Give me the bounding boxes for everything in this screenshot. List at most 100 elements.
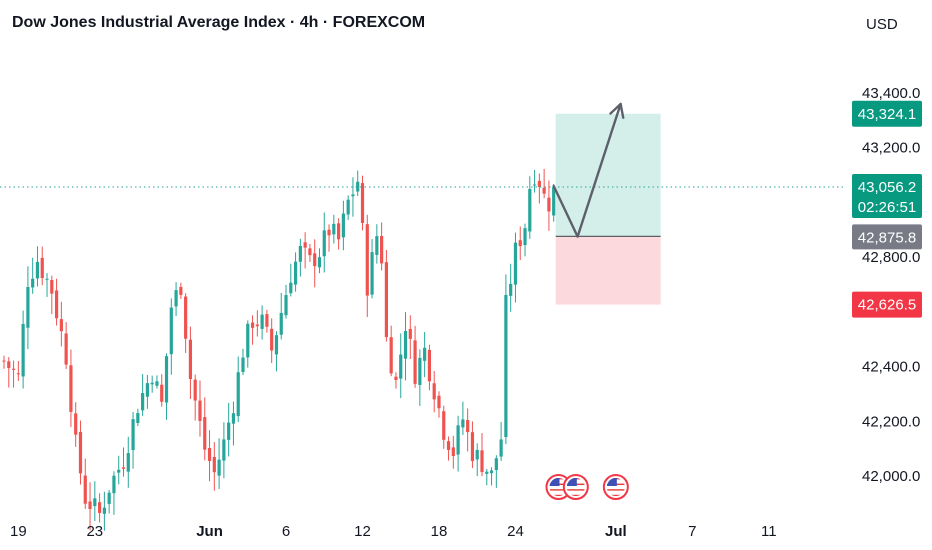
candle-body [532, 184, 537, 186]
flag-stripe [566, 486, 585, 488]
price-tick-label: 42,200.0 [862, 413, 920, 430]
flag-stripe [606, 489, 625, 491]
candle [513, 232, 518, 303]
candle-body [399, 354, 403, 379]
candle [164, 353, 169, 420]
candle-body [265, 314, 269, 327]
candle [88, 482, 92, 531]
candle [117, 455, 121, 485]
price-axis[interactable]: 42,000.0 42,200.0 42,400.0 42,800.0 43,200.0… [862, 85, 920, 485]
candle-body [270, 328, 274, 351]
target-zone[interactable] [555, 113, 661, 237]
projection-arrow-line[interactable] [552, 102, 622, 238]
candle [150, 375, 154, 393]
candle [241, 348, 245, 376]
candle-body [59, 319, 63, 332]
candle-body [317, 257, 322, 268]
candle [59, 301, 63, 347]
candle [184, 293, 188, 353]
candle-body [78, 431, 83, 474]
candle [136, 408, 140, 427]
price-tick-label: 43,400.0 [862, 85, 920, 102]
candle-body [322, 230, 326, 257]
us-flag-event-icon[interactable] [562, 474, 589, 500]
candle-body [231, 413, 236, 424]
candle [461, 401, 465, 436]
position-zones[interactable] [555, 113, 661, 305]
candle [227, 402, 231, 457]
candle [532, 169, 537, 193]
entry-price-badge-bg [852, 224, 922, 250]
candle [542, 168, 546, 199]
candle [212, 442, 216, 491]
candle-body [466, 419, 470, 433]
flag-face [566, 478, 585, 496]
projection-arrow[interactable] [552, 102, 625, 238]
candle [332, 214, 336, 244]
candle [21, 310, 25, 389]
candle-body [337, 223, 341, 240]
candle [504, 274, 508, 445]
candle-body [341, 213, 345, 238]
candle-body [179, 286, 183, 295]
stop-price-badge: 42,626.5 [852, 291, 922, 318]
candle-body [303, 242, 307, 248]
candle [303, 232, 307, 269]
candle-body [408, 328, 412, 339]
candle [250, 315, 255, 345]
candle [222, 422, 226, 479]
candle [188, 326, 193, 400]
candle [327, 224, 331, 252]
candle-body [394, 376, 398, 381]
candle-body [518, 240, 522, 247]
candle-body [198, 400, 202, 421]
candle [274, 331, 279, 372]
candle-body [528, 188, 532, 232]
candle [413, 325, 417, 388]
stop-price-badge-bg [852, 291, 922, 318]
arrow-head-icon[interactable] [609, 102, 625, 119]
candle-body [389, 337, 393, 374]
candle-body [184, 296, 188, 339]
candle-body [403, 330, 408, 359]
candle-body [50, 280, 54, 294]
economic-events[interactable] [545, 474, 629, 500]
candle [437, 391, 441, 418]
candle [35, 246, 40, 287]
candle-body [121, 467, 126, 469]
stop-zone[interactable] [555, 236, 661, 305]
candle [145, 375, 149, 409]
candle-body [255, 324, 259, 327]
candle-body [423, 347, 427, 361]
candle [427, 344, 432, 391]
candle [446, 436, 451, 461]
flag-stripe [566, 494, 585, 496]
flag-face [549, 478, 568, 496]
candle [375, 224, 379, 264]
candle-body [475, 449, 479, 460]
candle [64, 322, 68, 370]
flag-stripe [606, 494, 625, 496]
candle-body [298, 245, 302, 262]
candle [346, 195, 350, 220]
candle [193, 374, 197, 421]
candle-body [160, 384, 164, 402]
entry-price-badge-text: 42,875.8 [858, 229, 916, 246]
currency-label[interactable]: USD [866, 16, 898, 33]
flag-stripe [549, 489, 568, 491]
candle-body [155, 381, 159, 386]
candle-body [380, 235, 384, 264]
candle-body [293, 261, 298, 285]
flag-stripe [566, 492, 585, 494]
candle [509, 263, 513, 312]
last-price-badge: 43,056.2 02:26:51 [852, 174, 922, 219]
candle [308, 243, 312, 262]
price-tick-label: 42,800.0 [862, 249, 920, 266]
time-axis[interactable]: 19 23 Jun 6 12 18 24 Jul 7 11 [10, 523, 777, 540]
candle [155, 375, 159, 389]
candle [360, 175, 365, 231]
candle [270, 318, 274, 364]
us-flag-event-icon[interactable] [602, 474, 629, 500]
time-tick-label: Jul [605, 523, 627, 540]
